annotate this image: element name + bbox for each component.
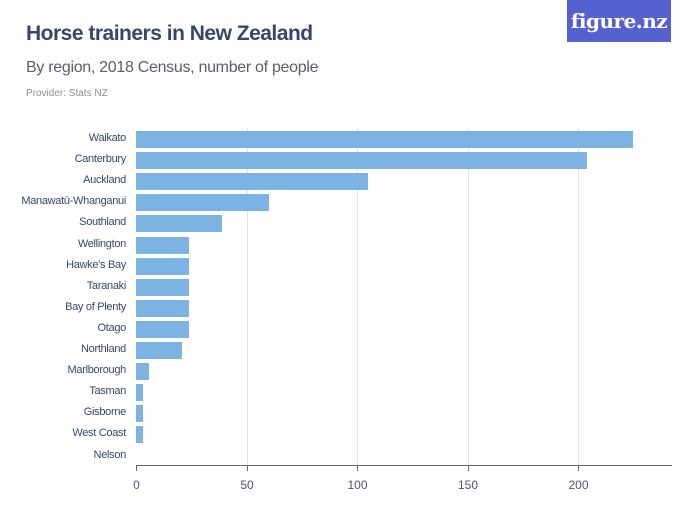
category-label: Southland [79,216,126,229]
category-label: Wellington [77,237,126,250]
x-tick [578,465,579,471]
category-label: West Coast [72,427,126,440]
bar[interactable] [136,194,269,212]
category-label: Tasman [89,385,126,398]
bar[interactable] [136,278,190,296]
bar[interactable] [136,236,190,254]
provider-text: Provider: Stats NZ [26,88,108,99]
x-axis [136,465,672,466]
gridline [246,128,248,465]
x-tick [467,465,469,471]
bar[interactable] [136,363,150,381]
x-tick-label: 150 [457,478,479,492]
chart-subtitle: By region, 2018 Census, number of people [26,59,319,76]
chart-title: Horse trainers in New Zealand [26,22,313,45]
bar[interactable] [136,152,587,170]
x-tick-label: 200 [568,478,589,492]
bar[interactable] [136,131,634,148]
category-label: Otago [97,321,127,334]
bar[interactable] [136,320,190,338]
bar[interactable] [136,215,223,233]
category-label: Hawke's Bay [66,258,126,271]
x-tick [246,465,248,471]
category-label: Northland [81,343,126,355]
category-label: Waikato [88,132,127,144]
gridline [578,128,579,465]
gridline [357,128,358,465]
bar[interactable] [136,257,190,275]
bar[interactable] [136,384,143,402]
bar[interactable] [136,299,190,317]
category-label: Canterbury [74,153,127,166]
bar[interactable] [136,426,143,444]
category-label: Taranaki [86,279,126,292]
category-label: Manawatū-Whanganui [21,195,126,208]
x-tick-label: 50 [240,478,254,492]
bar[interactable] [136,173,369,191]
category-label: Auckland [83,174,126,187]
gridline [467,128,469,465]
bar[interactable] [136,405,143,423]
x-tick-label: 100 [347,478,368,492]
x-tick [136,465,137,471]
bar[interactable] [136,342,183,359]
category-label: Gisborne [83,406,127,419]
figure-nz-logo[interactable]: figure.nz [567,0,671,42]
category-label: Marlborough [67,364,127,377]
x-tick-label: 0 [133,478,140,492]
category-label: Bay of Plenty [65,300,126,313]
x-tick [357,465,358,471]
category-label: Nelson [93,448,127,461]
